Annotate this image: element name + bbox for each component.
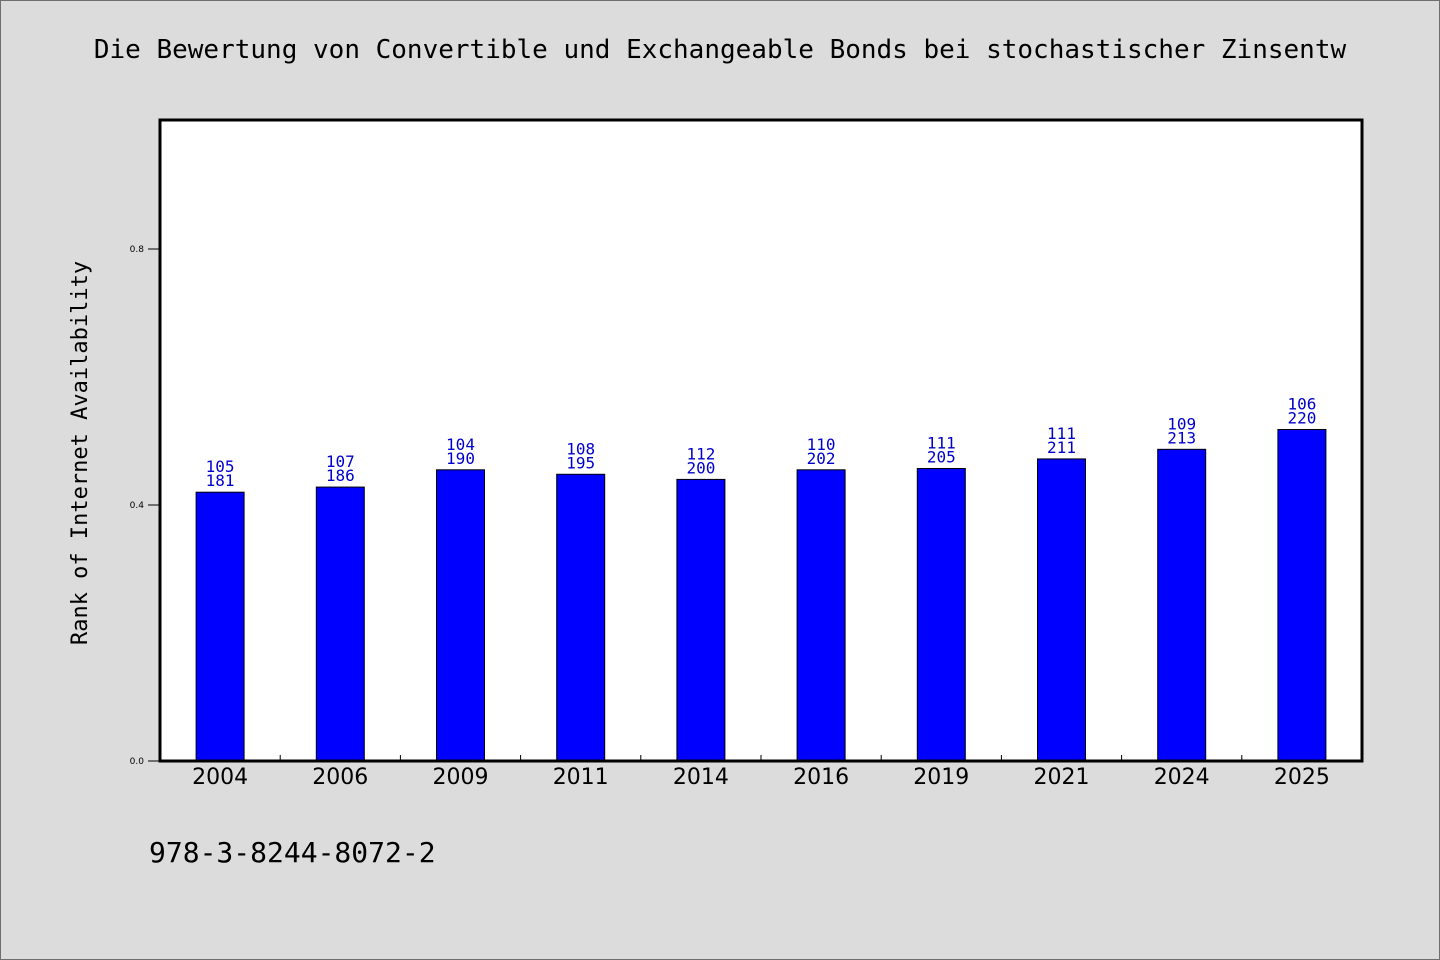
x-tick-label-2011: 2011 <box>553 765 609 790</box>
y-axis: 0.0 0.4 0.8 <box>130 245 160 767</box>
bar-2021 <box>1037 458 1086 762</box>
y-tick-label-0.4: 0.4 <box>130 501 145 511</box>
x-tick-label-2024: 2024 <box>1154 765 1210 790</box>
x-tick-label-2014: 2014 <box>673 765 729 790</box>
data-label-bottom-2014: 200 <box>686 458 715 477</box>
data-label-bottom-2019: 205 <box>927 448 956 467</box>
data-label-bottom-2025: 220 <box>1287 408 1316 427</box>
bar-2011 <box>556 473 606 762</box>
data-label-bottom-2009: 190 <box>446 449 475 468</box>
data-label-top-2014: 112 <box>686 444 715 463</box>
x-tick-label-2019: 2019 <box>913 765 969 790</box>
bar-2004 <box>195 491 245 762</box>
data-label-bottom-2021: 211 <box>1047 438 1076 457</box>
data-label-top-2025: 106 <box>1287 394 1316 413</box>
data-label-bottom-2011: 195 <box>566 453 595 472</box>
x-tick-label-2006: 2006 <box>312 765 368 790</box>
data-label-top-2009: 104 <box>446 435 475 454</box>
bar-2019 <box>916 468 966 762</box>
bar-2014 <box>676 478 726 762</box>
bar-2009 <box>436 469 485 762</box>
bar-2025 <box>1277 428 1327 762</box>
y-tick-label-0.0: 0.0 <box>130 757 145 767</box>
data-label-top-2016: 110 <box>807 435 836 454</box>
y-axis-label: Rank of Internet Availability <box>68 261 93 645</box>
bar-2016 <box>796 469 846 762</box>
data-label-bottom-2006: 186 <box>326 466 355 485</box>
x-tick-label-2016: 2016 <box>793 765 849 790</box>
plot-frame <box>158 118 1364 763</box>
data-label-top-2006: 107 <box>326 452 355 471</box>
chart-title: Die Bewertung von Convertible und Exchan… <box>93 35 1347 65</box>
isbn-text: 978-3-8244-8072-2 <box>149 836 436 869</box>
y-tick-label-0.8: 0.8 <box>130 245 145 255</box>
bar-2006 <box>315 486 365 762</box>
data-label-top-2011: 108 <box>566 439 595 458</box>
x-axis: 2004 2006 2009 2011 2014 2016 2019 2021 2024 2025 <box>192 755 1330 790</box>
x-tick-label-2021: 2021 <box>1034 765 1090 790</box>
data-label-top-2024: 109 <box>1167 414 1196 433</box>
data-label-top-2021: 111 <box>1047 424 1076 443</box>
data-label-bottom-2016: 202 <box>807 449 836 468</box>
x-tick-label-2004: 2004 <box>192 765 248 790</box>
x-tick-label-2025: 2025 <box>1274 765 1330 790</box>
data-label-bottom-2024: 213 <box>1167 428 1196 447</box>
data-label-top-2004: 105 <box>206 457 235 476</box>
x-tick-label-2009: 2009 <box>433 765 489 790</box>
data-label-top-2019: 111 <box>927 434 956 453</box>
bar-2024 <box>1157 448 1207 762</box>
data-label-bottom-2004: 181 <box>206 471 235 490</box>
